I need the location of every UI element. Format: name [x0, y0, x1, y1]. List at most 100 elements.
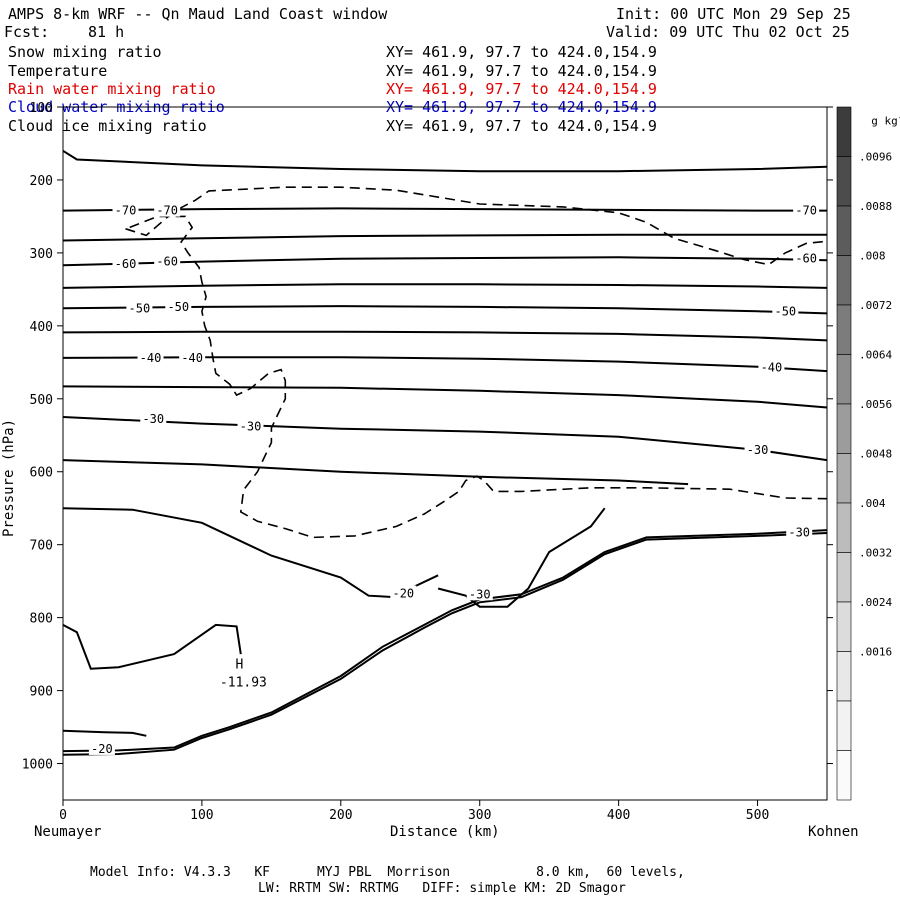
isotherm-line [62, 149, 828, 173]
colorbar-tick-label: .004 [859, 497, 886, 510]
isotherm-line [62, 416, 828, 462]
colorbar-tick-label: .008 [859, 250, 886, 263]
contour-label: -60 [115, 257, 137, 271]
contour-label: -20 [91, 742, 113, 756]
contour-label-bg [744, 441, 771, 456]
contour-label-bg [390, 585, 417, 600]
contour-label: -70 [156, 204, 178, 218]
snow-mixing-contour [125, 186, 828, 266]
terrain-contour [62, 532, 828, 756]
colorbar-tick-label: .0056 [859, 398, 892, 411]
contour-label: -40 [181, 351, 203, 365]
contour-label: -30 [469, 587, 491, 601]
colorbar-tick-label: .0072 [859, 299, 892, 312]
contour-label-bg [154, 202, 181, 217]
legend-item-xy: XY= 461.9, 97.7 to 424.0,154.9 [386, 62, 657, 80]
colorbar-swatch [836, 403, 852, 454]
legend-item-name: Snow mixing ratio [8, 43, 162, 61]
contour-label: -40 [140, 351, 162, 365]
colorbar-swatch [836, 156, 852, 207]
fcst-value: 81 h [88, 23, 125, 41]
legend-item-name: Cloud ice mixing ratio [8, 117, 207, 135]
contour-label: -60 [795, 252, 817, 266]
colorbar-swatch [836, 304, 852, 355]
left-station-label: Neumayer [34, 824, 102, 840]
colorbar-swatch [836, 700, 852, 751]
isotherm-line [62, 459, 689, 486]
contour-label-bg [137, 349, 164, 364]
isotherm-line [62, 305, 828, 315]
contour-label-bg [126, 300, 153, 315]
colorbar-swatch [836, 453, 852, 504]
contour-label-bg [165, 298, 192, 313]
contour-label: -60 [156, 255, 178, 269]
y-tick-label: 900 [30, 685, 53, 700]
isotherm-line [62, 507, 439, 599]
x-tick-label: 300 [468, 808, 491, 823]
contour-label-bg [758, 359, 785, 374]
y-tick-label: 800 [30, 612, 53, 627]
contour-label-bg [140, 411, 167, 426]
isotherm-line [62, 385, 828, 409]
x-tick-label: 0 [59, 808, 67, 823]
isotherm-line [62, 283, 828, 289]
y-tick-label: 500 [30, 393, 53, 408]
contour-label-bg [793, 250, 820, 265]
contour-label-bg [88, 740, 115, 755]
legend-item-xy: XY= 461.9, 97.7 to 424.0,154.9 [386, 117, 657, 135]
colorbar-tick-label: .0096 [859, 151, 892, 164]
y-tick-label: 100 [30, 101, 53, 116]
contour-label: -50 [129, 301, 151, 315]
y-axis-label: Pressure (hPa) [1, 418, 18, 538]
contour-label: -30 [747, 443, 769, 457]
isotherm-line [62, 233, 827, 242]
fcst-label: Fcst: [4, 23, 50, 41]
isotherm-line [62, 729, 147, 737]
contour-label: -30 [788, 525, 810, 539]
isotherm-line [62, 330, 828, 342]
contour-label-bg [112, 202, 139, 217]
model-physics: LW: RRTM SW: RRTMG DIFF: simple KM: 2D S… [258, 881, 626, 896]
x-axis-label: Distance (km) [390, 824, 500, 840]
isotherm-line [62, 256, 828, 267]
contour-label-bg [179, 349, 206, 364]
init-time: Init: 00 UTC Mon 29 Sep 25 [616, 5, 851, 23]
terrain-contour [62, 529, 828, 753]
x-tick-label: 100 [190, 808, 213, 823]
contour-label-bg [793, 202, 820, 217]
y-tick-label: 600 [30, 466, 53, 481]
colorbar-swatch [836, 255, 852, 306]
colorbar-tick-label: .0024 [859, 596, 892, 609]
max-marker-value: -11.93 [220, 675, 267, 690]
contour-label: -50 [774, 304, 796, 318]
right-station-label: Kohnen [808, 824, 859, 840]
x-tick-label: 200 [329, 808, 352, 823]
colorbar-unit-text: g kg [871, 114, 898, 128]
colorbar-swatch [836, 354, 852, 405]
colorbar-swatch [836, 651, 852, 702]
colorbar-swatch [836, 601, 852, 652]
colorbar-tick-label: .0064 [859, 349, 892, 362]
legend-item-name: Temperature [8, 62, 108, 80]
colorbar-tick-label: .0032 [859, 547, 892, 560]
isotherm-line [62, 207, 827, 212]
cloud-ice-contour [129, 215, 828, 539]
x-tick-label: 400 [607, 808, 630, 823]
colorbar-tick-label: .0016 [859, 646, 892, 659]
valid-time: Valid: 09 UTC Thu 02 Oct 25 [606, 23, 850, 41]
colorbar-tick-label: .0048 [859, 448, 892, 461]
y-tick-label: 700 [30, 539, 53, 554]
y-tick-label: 1000 [22, 758, 53, 773]
contour-label: -50 [167, 300, 189, 314]
legend-item-name: Rain water mixing ratio [8, 80, 216, 98]
contour-label: -70 [115, 204, 137, 218]
contour-label-bg [772, 303, 799, 318]
colorbar-swatch [836, 106, 852, 157]
contour-label: -40 [761, 360, 783, 374]
contour-label-bg [466, 586, 493, 601]
x-tick-label: 500 [746, 808, 769, 823]
isotherm-line [437, 507, 606, 608]
contour-label-bg [786, 524, 813, 539]
contour-label: -70 [795, 204, 817, 218]
